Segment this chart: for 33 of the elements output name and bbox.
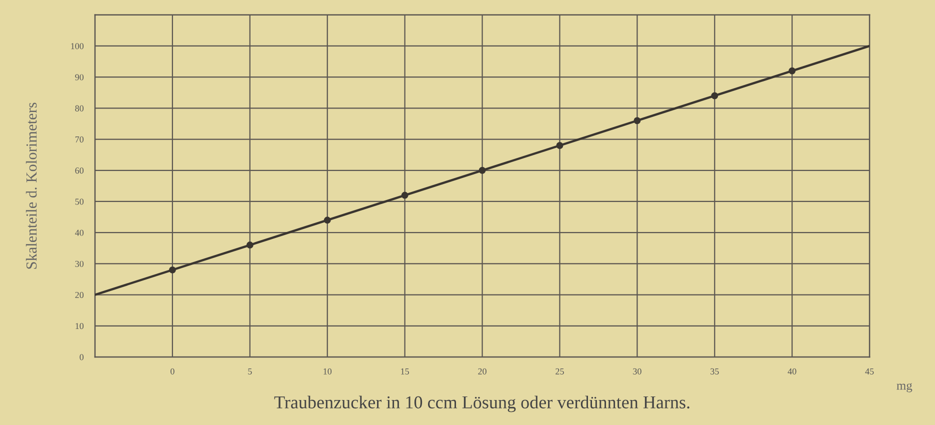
y-tick-label: 10 [76,323,84,330]
y-tick-label: 100 [71,43,84,50]
point [324,216,331,224]
point [556,142,564,149]
text: mg [896,383,912,392]
x-axis-title: Traubenzucker in 10 ccm Lösung oder verdünnten Harns. [274,396,690,412]
y-axis-title: Skalenteile d. Kolorimeters [26,102,37,269]
y-tick-label: 70 [75,136,84,143]
y-tick-label: 0 [80,354,84,360]
x-tick-label: 10 [324,368,332,374]
point [401,192,408,199]
point [168,266,176,274]
y-tick-label: 20 [75,292,84,298]
point [246,242,254,249]
x-tick-label: 0 [170,368,174,374]
x-tick-label: 40 [788,368,796,374]
point [788,67,796,74]
x-tick-label: 30 [633,368,642,374]
x-tick-label: 20 [478,368,486,374]
y-tick-label: 90 [75,74,84,80]
x-tick-label: 5 [248,368,252,374]
point [634,117,641,124]
y-tick-label: 50 [75,198,84,205]
y-tick-label: 80 [75,105,84,112]
x-tick-label: 25 [556,368,564,374]
x-tick-label: 35 [710,368,719,374]
y-tick-label: 40 [75,230,84,236]
x-tick-label: 45 [865,368,874,374]
point [711,92,718,100]
x-tick-label: 15 [401,368,409,374]
y-tick-label: 30 [75,260,84,267]
y-tick-label: 60 [75,168,84,174]
point [478,166,486,174]
